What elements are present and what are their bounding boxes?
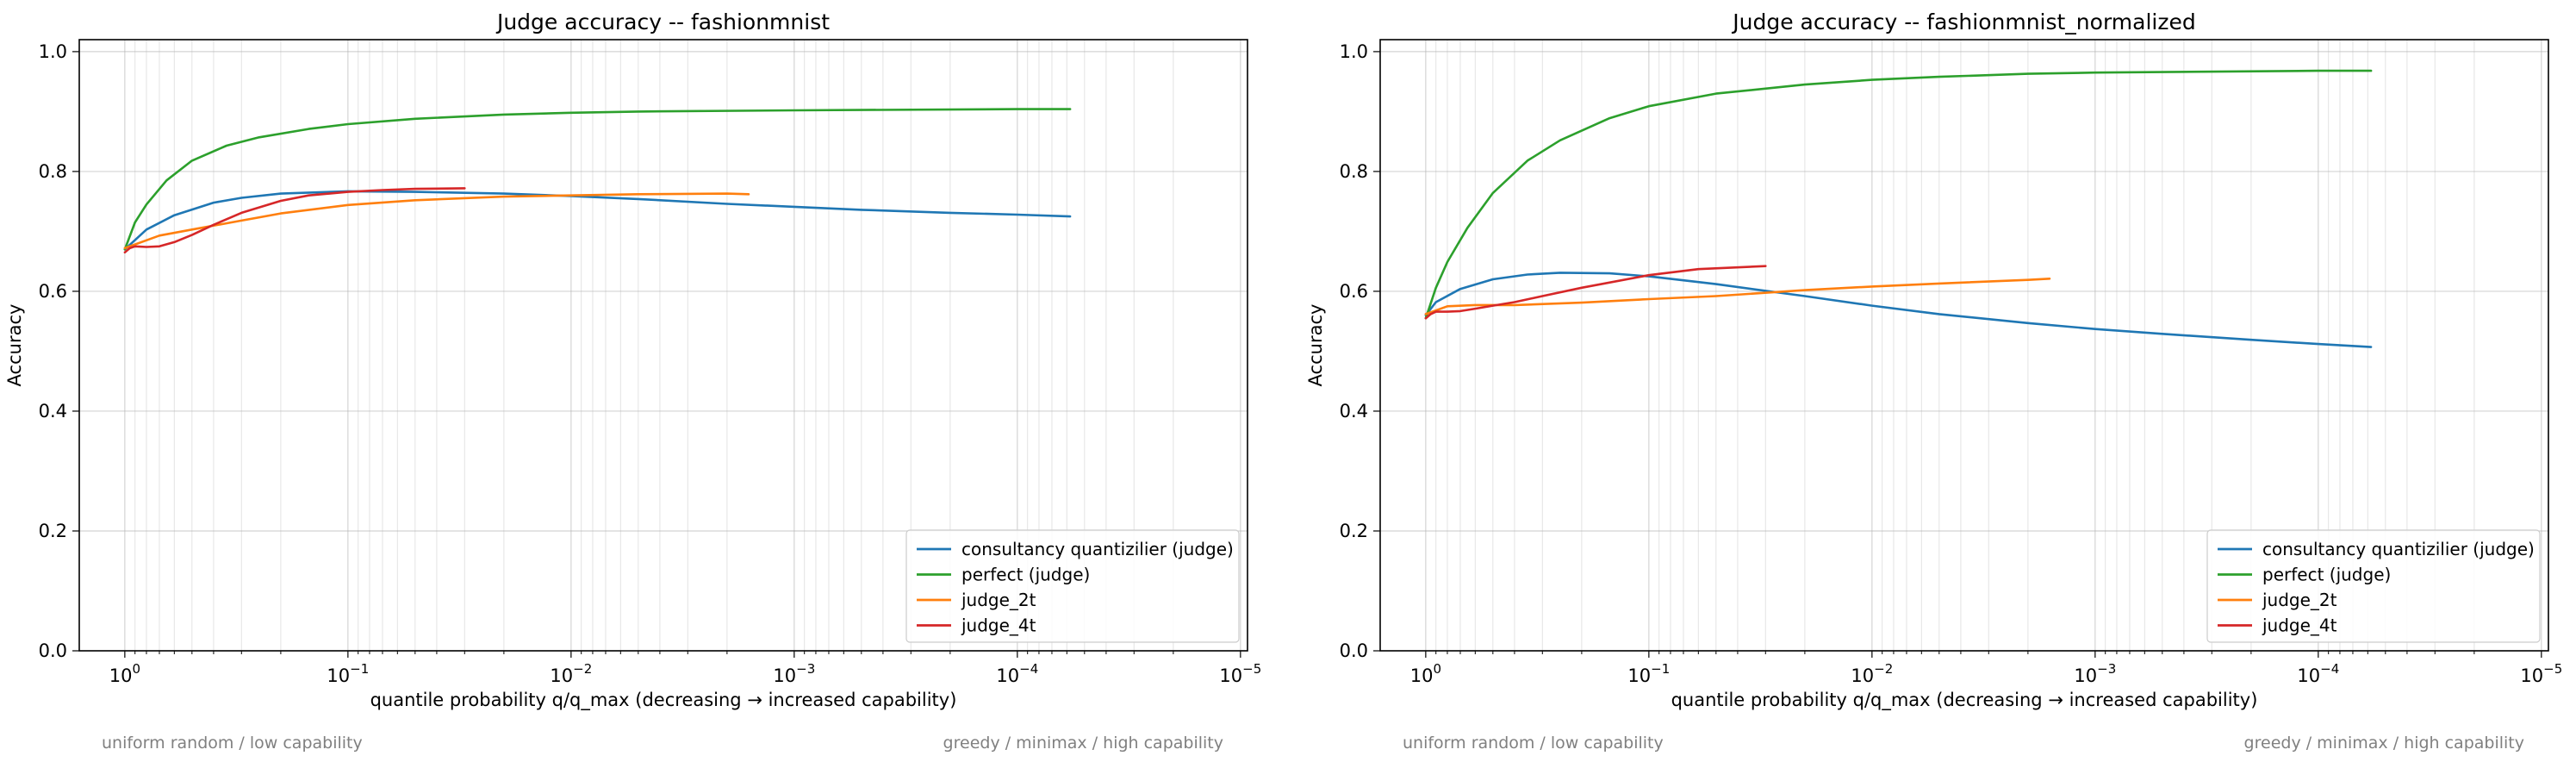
legend-label-4: judge_4t bbox=[961, 615, 1036, 636]
x-tick-label: 10−4 bbox=[2297, 661, 2339, 686]
series-line-3 bbox=[1424, 277, 2051, 315]
x-tick-label: 10−3 bbox=[773, 661, 815, 686]
x-axis-label: quantile probability q/q_max (decreasing… bbox=[1671, 690, 2258, 711]
x-tick-label: 100 bbox=[1410, 661, 1441, 686]
legend-label-3: judge_2t bbox=[2262, 590, 2337, 610]
x-tick-label: 10−1 bbox=[1627, 661, 1670, 686]
y-tick-label: 0.8 bbox=[1340, 161, 1368, 182]
legend: consultancy quantizilier (judge) perfect … bbox=[2206, 529, 2541, 643]
y-tick-label: 0.4 bbox=[39, 401, 67, 422]
y-tick-label: 0.4 bbox=[1340, 401, 1368, 422]
chart-title: Judge accuracy -- fashionmnist bbox=[495, 9, 830, 34]
y-tick-label: 0.2 bbox=[39, 521, 67, 541]
chart-panel-1: 100 10−1 10−2 10−3 10−4 10−5 0.0 0.2 0.4 0.6 0.8 1.… bbox=[4, 9, 1261, 753]
y-tick-label: 0.0 bbox=[1340, 640, 1368, 661]
y-tick-label: 0.2 bbox=[1340, 521, 1368, 541]
legend-label-3: judge_2t bbox=[961, 590, 1036, 610]
legend-box bbox=[905, 529, 1240, 643]
annotation-low-capability: uniform random / low capability bbox=[102, 734, 363, 753]
y-tick-label: 0.6 bbox=[39, 281, 67, 302]
x-tick-label: 10−5 bbox=[2520, 661, 2562, 686]
y-axis-label: Accuracy bbox=[4, 304, 25, 387]
legend-label-1: consultancy quantizilier (judge) bbox=[2262, 539, 2535, 559]
x-tick-label: 10−4 bbox=[996, 661, 1038, 686]
legend-label-2: perfect (judge) bbox=[2262, 565, 2391, 585]
series-line-1 bbox=[123, 190, 1072, 251]
y-tick-label: 1.0 bbox=[39, 41, 67, 62]
x-tick-label: 10−5 bbox=[1219, 661, 1261, 686]
chart-panel-2: 100 10−1 10−2 10−3 10−4 10−5 0.0 0.2 0.4 0.6 0.8 1.… bbox=[1305, 9, 2562, 753]
y-tick-label: 0.8 bbox=[39, 161, 67, 182]
series-line-1 bbox=[1424, 272, 2373, 348]
legend-label-1: consultancy quantizilier (judge) bbox=[961, 539, 1234, 559]
series-line-2 bbox=[123, 108, 1072, 251]
x-tick-label: 10−3 bbox=[2074, 661, 2116, 686]
axes-frame bbox=[1379, 39, 2549, 652]
series-line-4 bbox=[123, 187, 466, 254]
y-axis-label: Accuracy bbox=[1305, 304, 1326, 387]
series-line-4 bbox=[1424, 265, 1767, 320]
annotation-low-capability: uniform random / low capability bbox=[1403, 734, 1664, 753]
x-axis-label: quantile probability q/q_max (decreasing… bbox=[370, 690, 957, 711]
legend: consultancy quantizilier (judge) perfect … bbox=[905, 529, 1240, 643]
y-tick-label: 1.0 bbox=[1340, 41, 1368, 62]
x-tick-label: 10−1 bbox=[327, 661, 369, 686]
legend-label-2: perfect (judge) bbox=[961, 565, 1090, 585]
series-line-2 bbox=[1424, 69, 2373, 320]
x-tick-label: 100 bbox=[109, 661, 140, 686]
x-tick-label: 10−2 bbox=[1851, 661, 1893, 686]
annotation-high-capability: greedy / minimax / high capability bbox=[943, 734, 1223, 753]
chart-title: Judge accuracy -- fashionmnist_normalize… bbox=[1731, 9, 2195, 34]
annotation-high-capability: greedy / minimax / high capability bbox=[2244, 734, 2524, 753]
y-tick-label: 0.0 bbox=[39, 640, 67, 661]
legend-label-4: judge_4t bbox=[2262, 615, 2337, 636]
axes-frame bbox=[78, 39, 1248, 652]
legend-box bbox=[2206, 529, 2541, 643]
x-tick-label: 10−2 bbox=[550, 661, 592, 686]
series-line-3 bbox=[123, 192, 750, 250]
y-tick-label: 0.6 bbox=[1340, 281, 1368, 302]
